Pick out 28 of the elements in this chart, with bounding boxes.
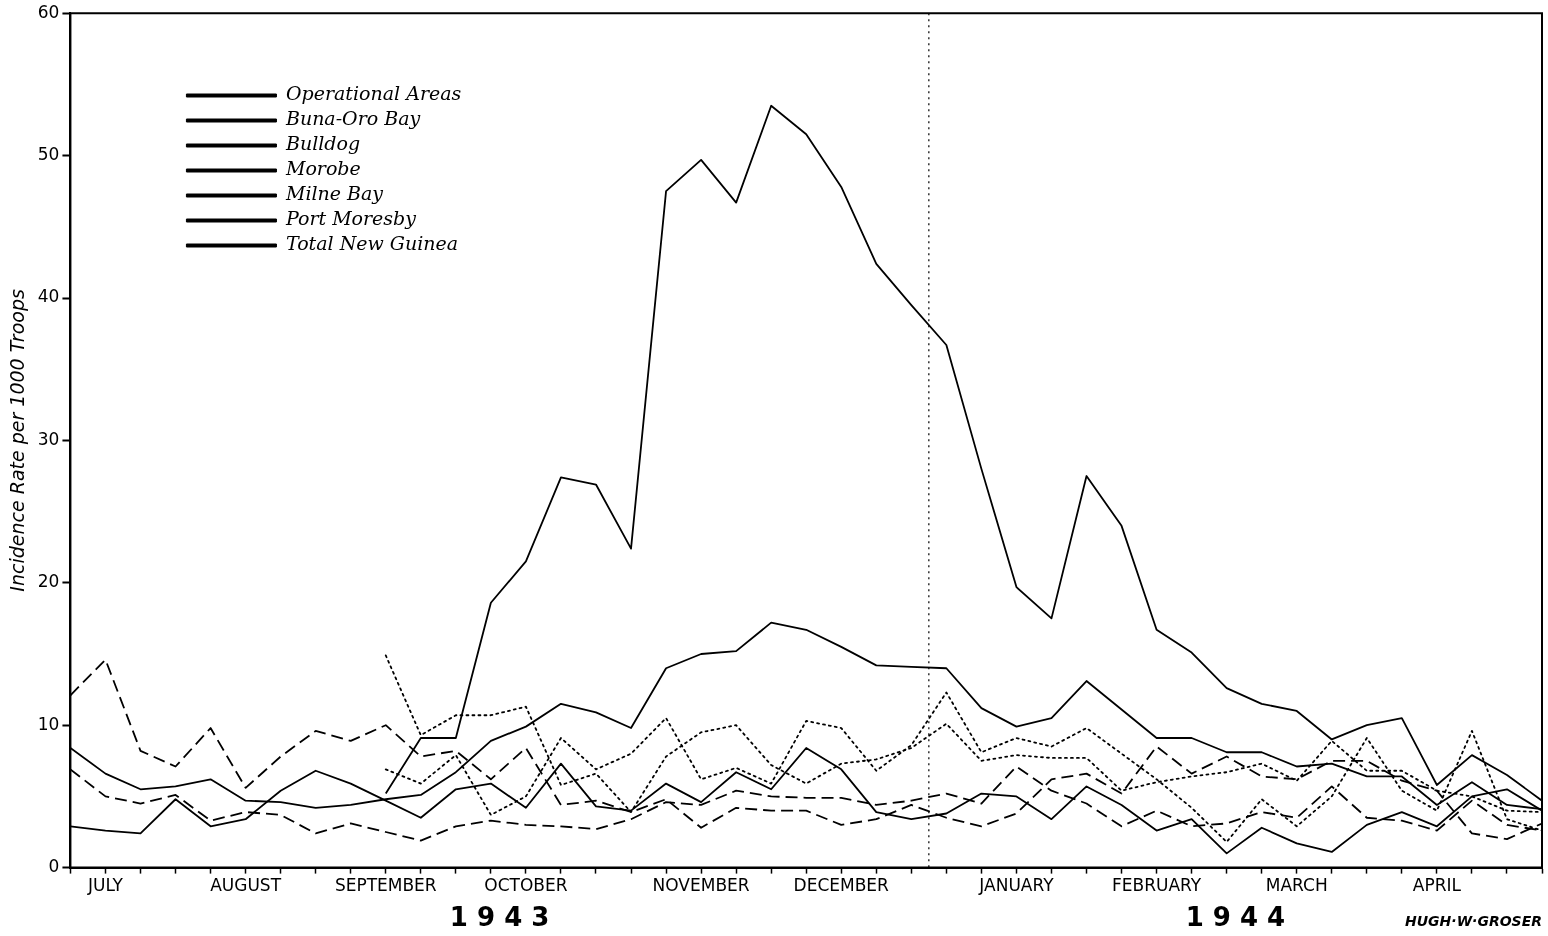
legend-label: Milne Bay bbox=[284, 182, 384, 205]
text: HUGH·W·GROSER bbox=[1405, 913, 1542, 929]
y-tick-label: 20 bbox=[37, 571, 60, 592]
x-tick-label: JULY bbox=[86, 875, 124, 896]
x-tick-label: DECEMBER bbox=[793, 875, 890, 896]
text: 1 9 4 3 bbox=[449, 902, 550, 932]
y-tick-label: 0 bbox=[48, 856, 60, 877]
legend-label: Total New Guinea bbox=[285, 232, 459, 255]
text: 1 9 4 4 bbox=[1185, 902, 1286, 932]
y-tick-label: 60 bbox=[37, 1, 60, 22]
legend-label: Buna-Oro Bay bbox=[284, 107, 421, 130]
x-tick-label: APRIL bbox=[1412, 875, 1462, 896]
y-tick-label: 40 bbox=[37, 286, 60, 307]
legend-label: Operational Areas bbox=[285, 82, 462, 105]
x-tick-label: FEBRUARY bbox=[1112, 875, 1202, 896]
y-tick-label: 50 bbox=[37, 144, 60, 165]
legend-label: Bulldog bbox=[284, 132, 361, 155]
x-tick-label: NOVEMBER bbox=[652, 875, 750, 896]
legend-label: Morobe bbox=[284, 157, 361, 180]
x-tick-label: OCTOBER bbox=[484, 875, 568, 896]
y-axis-title: Incidence Rate per 1000 Troops bbox=[6, 289, 29, 592]
legend-label: Port Moresby bbox=[284, 207, 417, 230]
x-tick-label: MARCH bbox=[1265, 875, 1328, 896]
x-tick-label: JANUARY bbox=[978, 875, 1055, 896]
y-tick-label: 10 bbox=[37, 713, 60, 734]
x-tick-label: AUGUST bbox=[210, 875, 282, 896]
x-tick-label: SEPTEMBER bbox=[334, 875, 437, 896]
y-tick-label: 30 bbox=[37, 428, 60, 449]
